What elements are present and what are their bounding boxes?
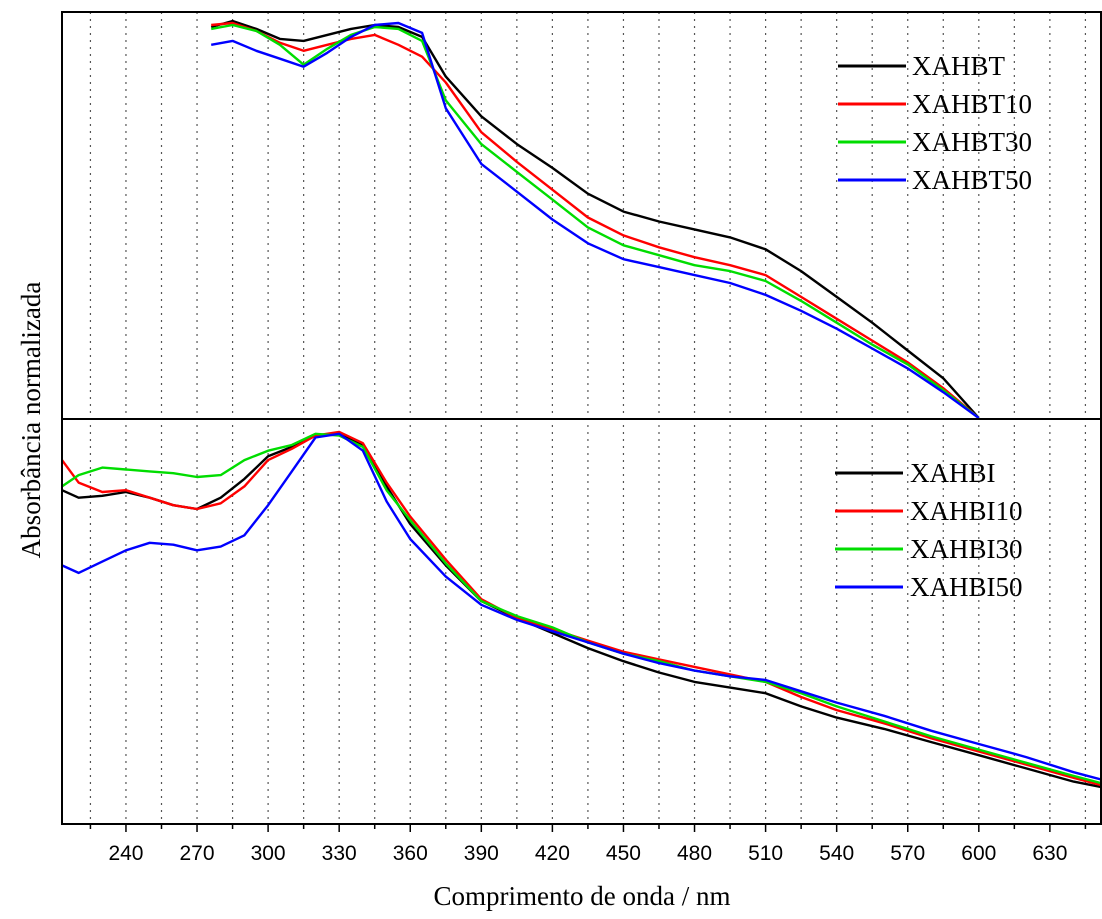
x-tick-label: 510 [748, 842, 783, 865]
x-axis: 240 270 300 330 360 390 420 450 480 510 540 570 600 6… [89, 824, 1087, 865]
legend-top: XAHBT XAHBT10 XAHBT30 XAHBT50 [838, 51, 1032, 195]
series-line-xahbt50 [210, 21, 980, 419]
x-tick-label: 390 [464, 842, 499, 865]
series-line-xahbi30 [61, 432, 1102, 785]
plot-frame [61, 11, 1102, 825]
series-line-xahbt [210, 19, 980, 419]
legend-label-xahbt30: XAHBT30 [912, 127, 1032, 157]
panel-top [210, 19, 980, 419]
legend-label-xahbi10: XAHBI10 [910, 496, 1023, 526]
series-line-xahbi10 [61, 430, 1102, 787]
x-tick-label: 450 [606, 842, 641, 865]
series-line-xahbt10 [211, 21, 980, 419]
series-line-xahbi50 [61, 432, 1102, 781]
x-tick-label: 480 [677, 842, 712, 865]
x-tick-label: 540 [819, 842, 854, 865]
x-tick-label: 240 [108, 842, 143, 865]
x-tick-label: 270 [180, 842, 215, 865]
x-tick-label: 420 [535, 842, 570, 865]
x-tick-label: 570 [890, 842, 925, 865]
legend-label-xahbt10: XAHBT10 [912, 89, 1032, 119]
x-axis-title: Comprimento de onda / nm [434, 881, 731, 911]
legend-bottom: XAHBI XAHBI10 XAHBI30 XAHBI50 [835, 458, 1023, 602]
legend-label-xahbt: XAHBT [912, 51, 1006, 81]
y-axis-title: Absorbância normalizada [16, 282, 46, 559]
panel-bottom [61, 430, 1102, 789]
x-tick-label: 300 [251, 842, 286, 865]
x-tick-label: 630 [1032, 842, 1067, 865]
legend-label-xahbt50: XAHBT50 [912, 165, 1032, 195]
series-line-xahbt30 [210, 23, 980, 419]
x-tick-label: 330 [322, 842, 357, 865]
x-tick-label: 360 [393, 842, 428, 865]
x-tick-label: 600 [961, 842, 996, 865]
legend-label-xahbi: XAHBI [910, 458, 996, 488]
legend-label-xahbi30: XAHBI30 [910, 534, 1023, 564]
legend-label-xahbi50: XAHBI50 [910, 572, 1023, 602]
